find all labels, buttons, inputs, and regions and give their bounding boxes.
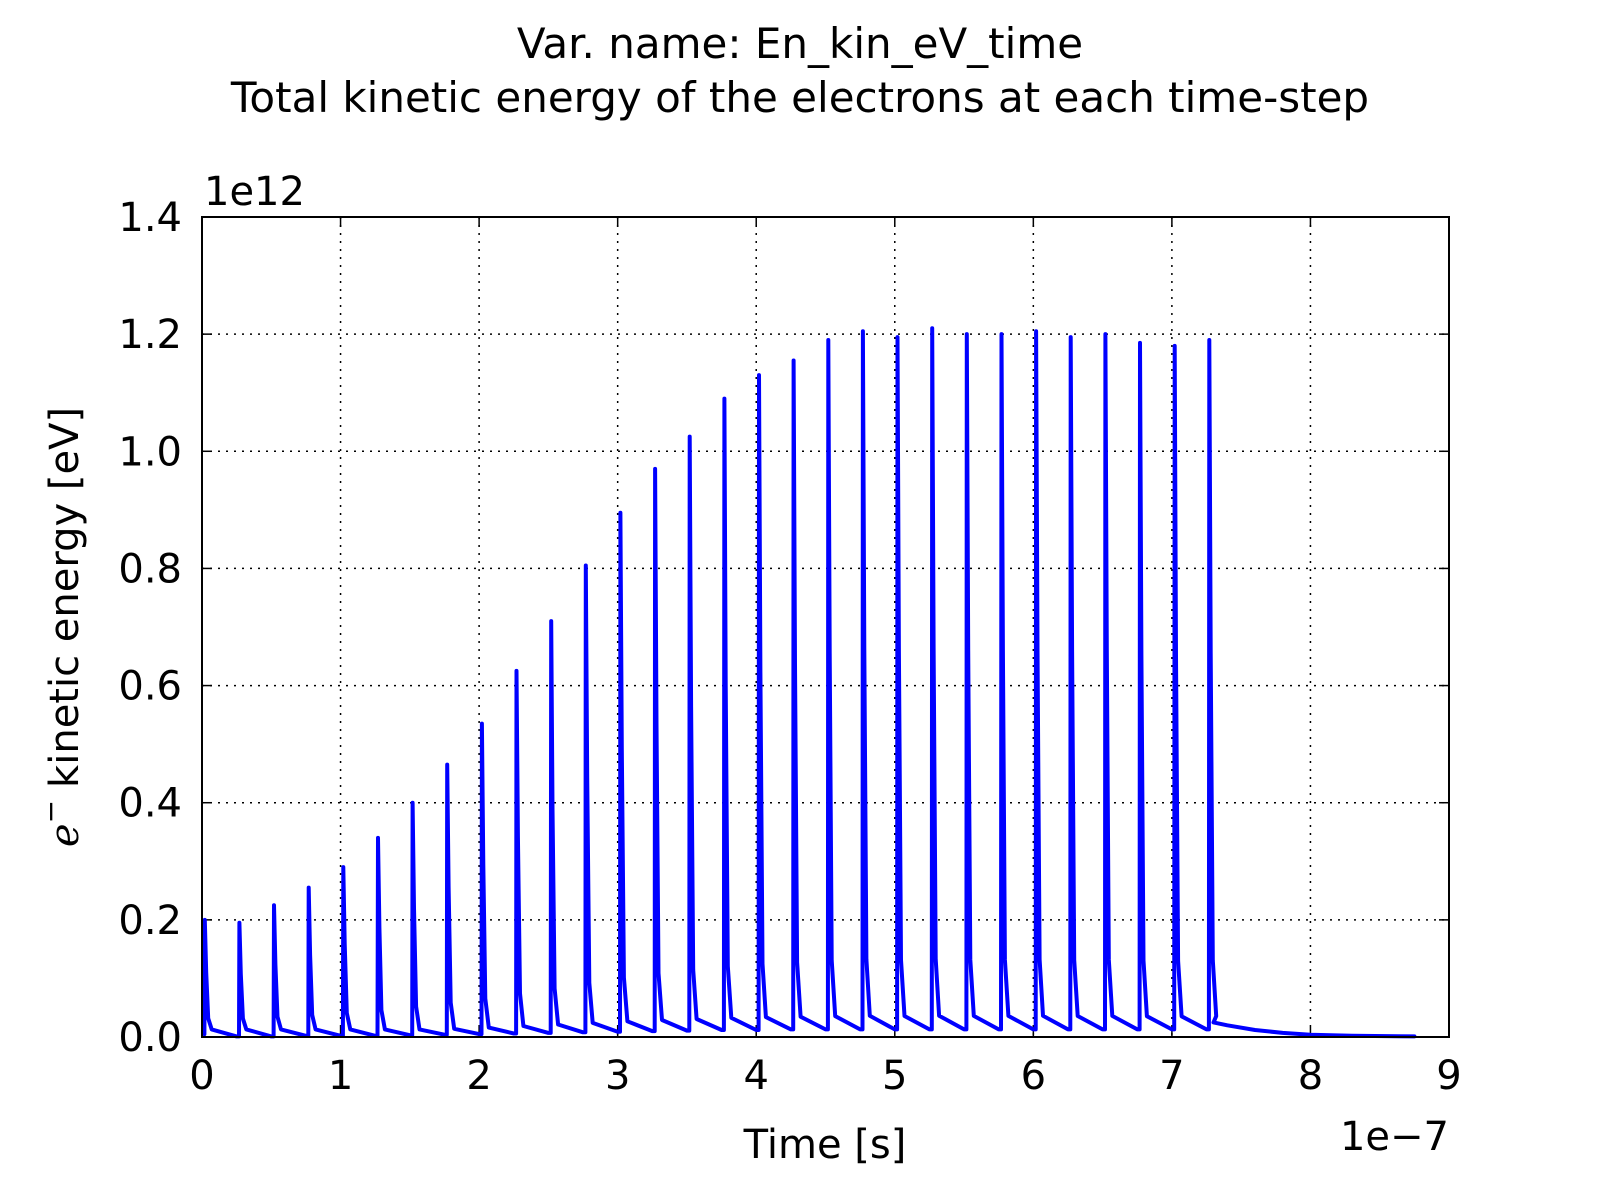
chart-title-line2: Total kinetic energy of the electrons at…: [230, 73, 1369, 122]
y-axis-label-superscript: −: [34, 800, 67, 823]
y-tick-label: 0.6: [118, 664, 182, 710]
y-multiplier: 1e12: [204, 169, 305, 215]
chart-title-line1: Var. name: En_kin_eV_time: [517, 19, 1083, 68]
x-tick-label: 8: [1298, 1053, 1323, 1099]
x-axis-label: Time [s]: [743, 1122, 907, 1168]
axis-ticks: [201, 216, 1450, 1038]
plot-frame: [201, 216, 1450, 1038]
y-tick-label: 1.2: [118, 312, 182, 358]
y-axis-label-group: e− kinetic energy [eV]: [34, 407, 88, 847]
x-tick-label: 9: [1436, 1053, 1461, 1099]
series-line: [202, 326, 1417, 1039]
x-tick-label: 3: [605, 1053, 630, 1099]
y-tick-label: 0.2: [118, 898, 182, 944]
y-axis-label-text: kinetic energy [eV]: [42, 407, 88, 788]
x-tick-label: 4: [743, 1053, 768, 1099]
y-tick-label: 0.4: [118, 781, 182, 827]
y-tick-label: 0.8: [118, 546, 182, 592]
x-tick-label: 7: [1159, 1053, 1184, 1099]
x-tick-labels: 0 1 2 3 4 5 6 7 8 9: [189, 1053, 1461, 1099]
y-axis-label-symbol: e: [42, 823, 88, 847]
x-tick-label: 0: [189, 1053, 214, 1099]
y-tick-label: 1.4: [118, 195, 182, 241]
series-group: [202, 326, 1417, 1039]
x-tick-label: 1: [328, 1053, 353, 1099]
y-tick-labels: 0.0 0.2 0.4 0.6 0.8 1.0 1.2 1.4: [118, 195, 182, 1061]
x-tick-label: 6: [1021, 1053, 1046, 1099]
x-multiplier: 1e−7: [1340, 1114, 1449, 1160]
y-axis-label: e− kinetic energy [eV]: [34, 407, 88, 847]
x-tick-label: 2: [466, 1053, 491, 1099]
grid-lines: [202, 217, 1449, 1037]
y-tick-label: 0.0: [118, 1015, 182, 1061]
y-tick-label: 1.0: [118, 429, 182, 475]
x-tick-label: 5: [882, 1053, 907, 1099]
